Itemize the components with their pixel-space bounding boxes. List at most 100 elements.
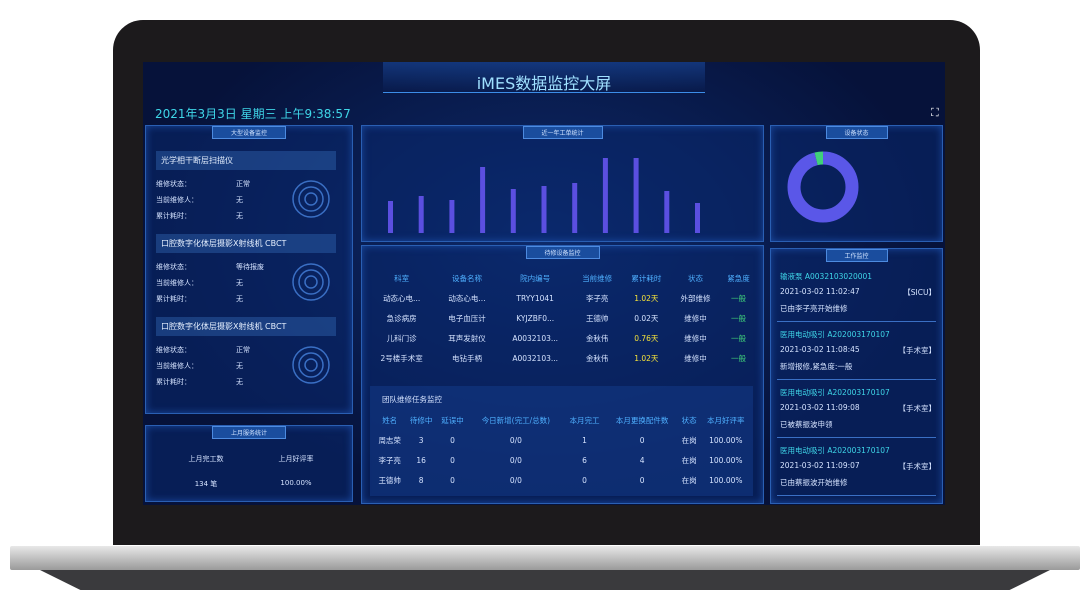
bar bbox=[572, 183, 578, 233]
donut-chart bbox=[787, 151, 859, 223]
table-header: 本月好评率 bbox=[707, 415, 745, 425]
table-cell: 金秋伟 bbox=[585, 333, 609, 343]
radar-ring bbox=[298, 186, 324, 212]
bar-chart bbox=[388, 158, 700, 233]
radar-icon bbox=[292, 263, 330, 301]
item-time: 2021-03-02 11:02:47 bbox=[780, 287, 860, 296]
status-panel: 设备状态 bbox=[770, 125, 943, 242]
table-header: 状态 bbox=[688, 273, 703, 283]
bar bbox=[449, 200, 455, 233]
dashboard-title: iMES数据监控大屏 bbox=[476, 74, 612, 93]
table-cell: 李子亮 bbox=[585, 293, 609, 303]
panel-title: 大型设备监控 bbox=[211, 126, 287, 139]
table-cell: 维修中 bbox=[684, 313, 707, 323]
bar bbox=[510, 189, 516, 233]
panel-title: 设备状态 bbox=[825, 126, 888, 139]
bar bbox=[664, 191, 670, 233]
item-place: 【手术室】 bbox=[898, 404, 937, 413]
radar-ring bbox=[304, 275, 318, 289]
table-header: 紧急度 bbox=[727, 273, 750, 283]
item-title: 医用电动吸引 A202003170107 bbox=[780, 388, 890, 397]
table-cell: 动态心电... bbox=[448, 293, 486, 303]
table-cell: 金秋伟 bbox=[585, 353, 609, 363]
donut-slice bbox=[787, 151, 859, 223]
bar bbox=[480, 167, 486, 233]
field-label: 当前维修人： bbox=[156, 362, 198, 370]
service-panel: 上月服务统计 上月完工数 134 笔 上月好评率 100.00% bbox=[145, 425, 353, 502]
table-cell: 在岗 bbox=[681, 475, 697, 485]
item-place: 【手术室】 bbox=[898, 346, 937, 355]
field-label: 当前维修人： bbox=[156, 279, 198, 287]
item-divider bbox=[777, 379, 936, 380]
table-cell: 王德帅 bbox=[585, 313, 609, 323]
table-cell: TRYY1041 bbox=[516, 293, 554, 303]
item-divider bbox=[777, 321, 936, 322]
item-time: 2021-03-02 11:08:45 bbox=[780, 345, 860, 354]
field-value: 等待报废 bbox=[236, 263, 264, 271]
subpanel-title: 团队维修任务监控 bbox=[382, 395, 442, 404]
table-cell: 0 bbox=[450, 455, 455, 465]
panel-title: 待修设备监控 bbox=[525, 246, 600, 259]
device-name: 口腔数字化体层摄影X射线机 CBCT bbox=[156, 317, 336, 336]
radar-ring bbox=[304, 358, 318, 372]
pending-panel: 待修设备监控 科室 设备名称 院内编号 当前维修 累计耗时 状态 紧急度 动态心电... 动态心电… bbox=[361, 245, 764, 504]
field-value: 正常 bbox=[236, 346, 250, 354]
table-cell: 0 bbox=[450, 435, 455, 445]
stat-value: 100.00% bbox=[280, 479, 312, 487]
stat-value: 134 笔 bbox=[194, 480, 218, 488]
bar bbox=[418, 196, 424, 233]
table-row: 2号楼手术室 电钻手柄 A0032103... 金秋伟 1.02天 维修中 一般 bbox=[367, 348, 757, 368]
subpanel bbox=[370, 386, 753, 496]
screen: iMES数据监控大屏 2021年3月3日 星期三 上午9:38:57 ⛶ 大型设… bbox=[143, 62, 945, 505]
field-label: 累计耗时： bbox=[156, 378, 191, 386]
item-desc: 已由李子亮开始维修 bbox=[780, 304, 848, 313]
item-divider bbox=[777, 437, 936, 438]
table-cell: 电钻手柄 bbox=[452, 353, 482, 363]
table-cell: 0 bbox=[450, 475, 455, 485]
table-cell: 100.00% bbox=[709, 455, 743, 465]
table-row: 王德帅 8 0 0/0 0 0 在岗 100.00% bbox=[374, 470, 752, 490]
table-header: 当前维修 bbox=[582, 273, 613, 283]
table-cell: 一般 bbox=[731, 333, 747, 343]
table-row: 动态心电... 动态心电... TRYY1041 李子亮 1.02天 外部维修 一般 bbox=[367, 288, 757, 308]
table-cell: 维修中 bbox=[684, 333, 707, 343]
table-header: 本月完工 bbox=[569, 415, 600, 425]
table-cell: 0/0 bbox=[509, 475, 522, 485]
table-row: 周志荣 3 0 0/0 1 0 在岗 100.00% bbox=[374, 430, 752, 450]
work-panel: 工作监控 输液泵 A0032103020001 2021-03-02 11:02:4… bbox=[770, 248, 943, 504]
table-cell: 0 bbox=[639, 435, 645, 445]
table-header: 姓名 bbox=[382, 415, 398, 425]
bar bbox=[633, 158, 639, 233]
table-header: 院内编号 bbox=[520, 273, 551, 283]
table-header: 今日新增(完工/总数) bbox=[481, 415, 551, 425]
table-header: 本月更换配件数 bbox=[615, 415, 669, 425]
table-cell: 100.00% bbox=[709, 475, 743, 485]
stat-label: 上月好评率 bbox=[278, 455, 314, 463]
device-name: 口腔数字化体层摄影X射线机 CBCT bbox=[156, 234, 336, 253]
item-place: 【SICU】 bbox=[903, 288, 936, 297]
table-header-row: 姓名 待修中 延误中 今日新增(完工/总数) 本月完工 本月更换配件数 状态 本月好评率 bbox=[374, 410, 752, 430]
header-band bbox=[383, 62, 705, 93]
table-cell: 0.76天 bbox=[634, 333, 659, 343]
data-table: 科室 设备名称 院内编号 当前维修 累计耗时 状态 紧急度 动态心电... 动态心电... TRY… bbox=[367, 268, 757, 368]
bar bbox=[388, 201, 393, 233]
datetime: 2021年3月3日 星期三 上午9:38:57 bbox=[155, 107, 351, 121]
table-cell: 1.02天 bbox=[634, 293, 659, 303]
table-cell: 李子亮 bbox=[378, 455, 401, 465]
panel-title: 上月服务统计 bbox=[211, 426, 287, 439]
item-divider bbox=[777, 495, 936, 496]
fullscreen-button[interactable]: ⛶ bbox=[931, 106, 939, 119]
table-row: 李子亮 16 0 0/0 6 4 在岗 100.00% bbox=[374, 450, 752, 470]
table-cell: 8 bbox=[418, 475, 424, 485]
bar bbox=[602, 158, 608, 233]
data-table: 姓名 待修中 延误中 今日新增(完工/总数) 本月完工 本月更换配件数 状态 本月好评率 周志荣… bbox=[374, 410, 752, 490]
item-time: 2021-03-02 11:09:08 bbox=[780, 403, 860, 412]
panel-title: 工作监控 bbox=[825, 249, 888, 262]
table-cell: 动态心电... bbox=[383, 293, 421, 303]
table-header: 待修中 bbox=[409, 415, 433, 425]
table-cell: 一般 bbox=[731, 313, 747, 323]
table-cell: 急诊病房 bbox=[386, 313, 417, 323]
table-header-row: 科室 设备名称 院内编号 当前维修 累计耗时 状态 紧急度 bbox=[367, 268, 757, 288]
radar-ring bbox=[292, 346, 330, 384]
panel-title: 近一年工单统计 bbox=[522, 126, 603, 139]
